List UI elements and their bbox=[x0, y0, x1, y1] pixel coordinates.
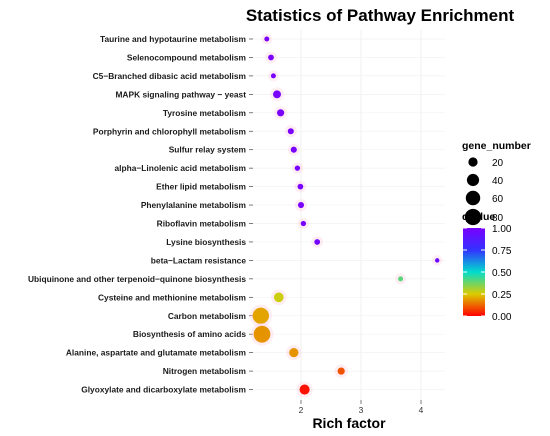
pathway-label: Lysine biosynthesis bbox=[166, 237, 246, 247]
data-point bbox=[398, 276, 404, 282]
x-axis-title: Rich factor bbox=[312, 415, 386, 431]
pathway-label: Porphyrin and chlorophyll metabolism bbox=[93, 126, 246, 136]
pathway-label: Biosynthesis of amino acids bbox=[133, 329, 246, 339]
color-legend-label: 0.75 bbox=[492, 246, 512, 257]
plot-panel bbox=[253, 30, 445, 400]
pathway-label: alpha−Linolenic acid metabolism bbox=[115, 163, 246, 173]
data-point bbox=[270, 73, 276, 79]
color-legend-label: 0.00 bbox=[492, 312, 512, 323]
x-tick-label: 4 bbox=[419, 405, 424, 415]
size-legend: gene_number 20 40 60 80 bbox=[462, 140, 531, 226]
data-point bbox=[290, 146, 297, 153]
data-point bbox=[273, 292, 284, 303]
data-point bbox=[434, 258, 440, 263]
color-legend-label: 0.25 bbox=[492, 290, 512, 301]
chart-title: Statistics of Pathway Enrichment bbox=[246, 6, 515, 25]
pathway-label: MAPK signaling pathway − yeast bbox=[115, 89, 246, 99]
data-point bbox=[268, 54, 274, 61]
pathway-labels: Taurine and hypotaurine metabolism Seleno… bbox=[28, 34, 253, 395]
pathway-label: Ether lipid metabolism bbox=[156, 182, 246, 192]
pathway-label: Carbon metabolism bbox=[168, 311, 246, 321]
color-legend-label: 0.50 bbox=[492, 268, 512, 279]
size-legend-label: 60 bbox=[492, 194, 504, 205]
pathway-label: Selenocompound metabolism bbox=[127, 52, 246, 62]
pathway-label: Nitrogen metabolism bbox=[163, 366, 246, 376]
data-point bbox=[314, 239, 321, 245]
x-tick-label: 2 bbox=[299, 405, 304, 415]
pathway-label: Tyrosine metabolism bbox=[163, 108, 246, 118]
data-point bbox=[300, 220, 307, 227]
pathway-label: Ubiquinone and other terpenoid−quinone b… bbox=[28, 274, 246, 284]
data-point bbox=[294, 165, 301, 171]
pathway-label: Taurine and hypotaurine metabolism bbox=[100, 34, 246, 44]
color-legend: qvalue 0.00 0.25 0.50 0.75 1.00 bbox=[462, 211, 512, 323]
pathway-label: C5−Branched dibasic acid metabolism bbox=[93, 71, 246, 81]
data-point bbox=[252, 307, 269, 324]
size-legend-dot bbox=[466, 173, 480, 187]
pathway-label: Alanine, aspartate and glutamate metabol… bbox=[66, 348, 246, 358]
data-point bbox=[289, 348, 299, 358]
grid bbox=[253, 30, 445, 400]
size-legend-dot bbox=[464, 208, 482, 226]
size-legend-label: 20 bbox=[492, 158, 504, 169]
data-point bbox=[287, 128, 294, 135]
pathway-label: Sulfur relay system bbox=[169, 145, 246, 155]
size-legend-dot bbox=[465, 190, 481, 206]
pathway-label: Riboflavin metabolism bbox=[157, 219, 246, 229]
data-point bbox=[253, 325, 271, 343]
size-legend-label: 80 bbox=[492, 213, 504, 224]
data-point bbox=[273, 90, 281, 99]
color-legend-bar bbox=[463, 228, 485, 316]
pathway-label: Glyoxylate and dicarboxylate metabolism bbox=[81, 385, 246, 395]
x-axis: 2 3 4 bbox=[299, 400, 424, 415]
color-legend-title: qvalue bbox=[462, 211, 495, 223]
data-point bbox=[297, 202, 305, 209]
pathway-label: Phenylalanine metabolism bbox=[141, 200, 246, 210]
data-point bbox=[277, 109, 285, 117]
data-points bbox=[249, 33, 443, 398]
size-legend-dot bbox=[468, 157, 478, 167]
data-point bbox=[264, 36, 270, 42]
data-point bbox=[337, 367, 345, 375]
size-legend-title: gene_number bbox=[462, 140, 531, 152]
x-tick-label: 3 bbox=[359, 405, 364, 415]
pathway-label: beta−Lactam resistance bbox=[151, 255, 247, 265]
pathway-label: Cysteine and methionine metabolism bbox=[98, 292, 246, 302]
size-legend-label: 40 bbox=[492, 176, 504, 187]
data-point bbox=[299, 384, 310, 395]
color-legend-label: 1.00 bbox=[492, 224, 512, 235]
data-point bbox=[297, 183, 304, 190]
